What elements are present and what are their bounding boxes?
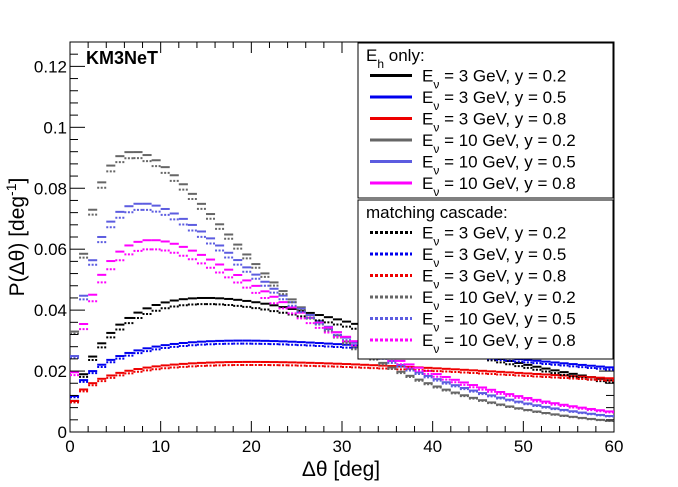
x-tick-label: 10 [151, 437, 170, 456]
x-axis-label: Δθ [deg] [302, 458, 380, 481]
legend-entry: Eν = 10 GeV, y = 0.2 [422, 131, 576, 156]
legend-entry: Eν = 10 GeV, y = 0.8 [422, 331, 576, 356]
x-tick-label: 30 [333, 437, 352, 456]
legend-box [357, 42, 614, 199]
axes-layer: 0 10 20 30 40 50 60 0 0.02 0.04 0.06 0.08 0.1 0.12 [34, 41, 624, 456]
series-matching-5 [70, 248, 614, 414]
legend-group-title: matching cascade: [366, 203, 508, 222]
legend-entry: Eν = 3 GeV, y = 0.5 [422, 245, 566, 270]
legend-entry: Eν = 3 GeV, y = 0.2 [422, 224, 566, 249]
legend-group-title: Eh only: [366, 46, 425, 71]
y-tick-label: 0.08 [34, 179, 67, 198]
series-matching-4 [70, 208, 614, 418]
y-tick-label: 0.02 [34, 362, 67, 381]
legend: Eh only:Eν = 3 GeV, y = 0.2Eν = 3 GeV, y… [357, 42, 614, 360]
x-tick-label: 20 [242, 437, 261, 456]
y-axis-label-sup: -1 [3, 183, 19, 196]
legend-entry: Eν = 3 GeV, y = 0.8 [422, 110, 566, 135]
y-tick-label: 0.1 [43, 118, 67, 137]
legend-entry: Eν = 10 GeV, y = 0.2 [422, 288, 576, 313]
legend-entry: Eν = 3 GeV, y = 0.5 [422, 88, 566, 113]
legend-entry: Eν = 10 GeV, y = 0.8 [422, 174, 576, 199]
y-axis-label-main: P(Δθ) [deg [6, 196, 29, 296]
y-tick-label: 0.06 [34, 240, 67, 259]
x-tick-label: 40 [423, 437, 442, 456]
y-axis-label: P(Δθ) [deg-1] [3, 178, 29, 297]
legend-entry: Eν = 3 GeV, y = 0.8 [422, 267, 566, 292]
x-tick-label: 60 [605, 437, 624, 456]
y-tick-label: 0.12 [34, 57, 67, 76]
x-tick-label: 50 [514, 437, 533, 456]
legend-box [357, 199, 614, 360]
legend-entry: Eν = 10 GeV, y = 0.5 [422, 310, 576, 335]
chart-title: KM3NeT [86, 48, 158, 68]
series-matching-2 [70, 363, 614, 404]
legend-entry: Eν = 3 GeV, y = 0.2 [422, 67, 566, 92]
series-eh-only-2 [70, 360, 614, 402]
series-matching-3 [70, 157, 614, 422]
x-tick-label: 0 [65, 437, 74, 456]
legend-entry: Eν = 10 GeV, y = 0.5 [422, 153, 576, 178]
y-tick-label: 0 [58, 423, 67, 442]
y-axis-label-end: ] [6, 178, 29, 184]
y-tick-label: 0.04 [34, 301, 67, 320]
